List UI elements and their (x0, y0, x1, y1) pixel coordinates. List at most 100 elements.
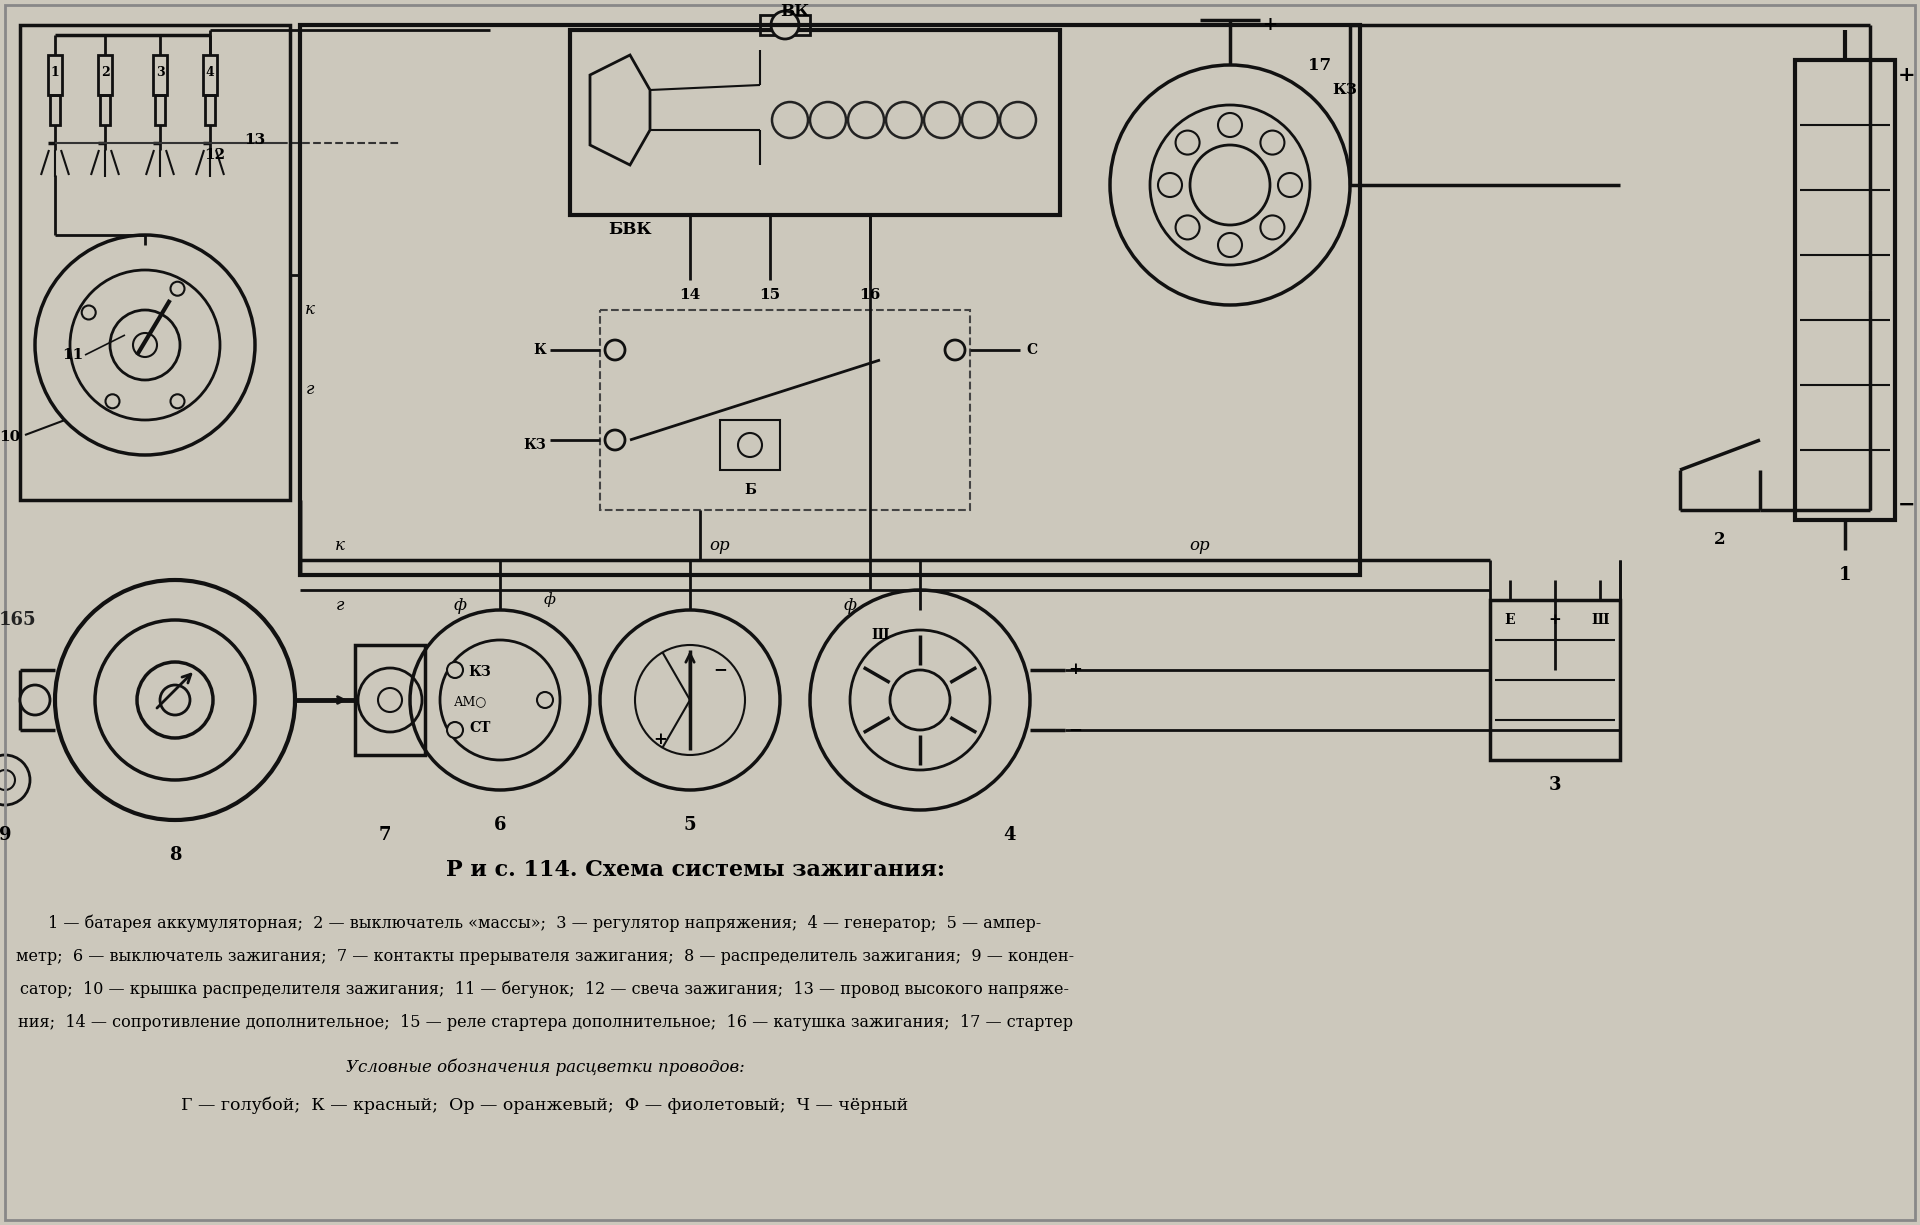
Bar (156, 96, 165, 125)
Text: 3: 3 (1549, 775, 1561, 794)
Text: ф: ф (543, 593, 557, 608)
Text: +: + (1549, 612, 1561, 627)
Text: к: к (336, 537, 346, 554)
Text: 5: 5 (684, 816, 697, 834)
Text: сатор;  10 — крышка распределителя зажигания;  11 — бегунок;  12 — свеча зажиган: сатор; 10 — крышка распределителя зажига… (21, 981, 1069, 998)
Text: КЗ: КЗ (1332, 83, 1357, 97)
Text: Б: Б (745, 483, 756, 497)
Text: ор: ор (710, 537, 730, 554)
Text: г: г (336, 597, 344, 614)
Bar (154, 55, 167, 96)
Text: С: С (1027, 343, 1037, 356)
Bar (205, 96, 215, 125)
Text: Г — голубой;  К — красный;  Ор — оранжевый;  Ф — фиолетовый;  Ч — чёрный: Г — голубой; К — красный; Ор — оранжевый… (180, 1096, 908, 1114)
Text: +: + (1899, 65, 1916, 85)
Bar (204, 55, 217, 96)
Text: −: − (712, 662, 728, 679)
Text: 165: 165 (0, 611, 36, 628)
Circle shape (132, 333, 157, 356)
Circle shape (1217, 233, 1242, 257)
Circle shape (447, 722, 463, 737)
Circle shape (1260, 216, 1284, 239)
Text: Р и с. 114. Схема системы зажигания:: Р и с. 114. Схема системы зажигания: (445, 859, 945, 881)
Text: −: − (1899, 495, 1916, 514)
Text: метр;  6 — выключатель зажигания;  7 — контакты прерывателя зажигания;  8 — расп: метр; 6 — выключатель зажигания; 7 — кон… (15, 948, 1073, 965)
Text: ВК: ВК (780, 4, 808, 21)
Bar (1490, 600, 1620, 760)
Circle shape (605, 430, 626, 450)
Text: 9: 9 (0, 826, 12, 844)
Text: 3: 3 (156, 66, 165, 80)
Bar (19, 24, 290, 500)
Circle shape (772, 11, 799, 39)
Bar (48, 55, 61, 96)
Circle shape (1279, 173, 1302, 197)
Circle shape (378, 688, 401, 712)
Text: КЗ: КЗ (468, 665, 492, 679)
Text: 11: 11 (61, 348, 84, 363)
Circle shape (1175, 216, 1200, 239)
Text: 1: 1 (50, 66, 60, 80)
Text: 8: 8 (169, 846, 180, 864)
Bar (570, 29, 1060, 216)
Circle shape (538, 692, 553, 708)
Bar (50, 96, 60, 125)
Text: ф: ф (843, 597, 856, 614)
Text: ф: ф (453, 597, 467, 614)
Text: −: − (1068, 722, 1083, 739)
Text: +: + (1068, 662, 1083, 679)
Circle shape (891, 670, 950, 730)
Circle shape (357, 668, 422, 733)
Bar (1795, 60, 1895, 519)
Text: 1 — батарея аккумуляторная;  2 — выключатель «массы»;  3 — регулятор напряжения;: 1 — батарея аккумуляторная; 2 — выключат… (48, 915, 1043, 932)
Text: г: г (305, 381, 315, 398)
Circle shape (1158, 173, 1183, 197)
Text: К: К (534, 343, 547, 356)
Text: ния;  14 — сопротивление дополнительное;  15 — реле стартера дополнительное;  16: ния; 14 — сопротивление дополнительное; … (17, 1014, 1073, 1031)
Circle shape (83, 305, 96, 320)
Text: СТ: СТ (468, 722, 492, 735)
Text: БВК: БВК (609, 222, 651, 239)
Text: 1: 1 (1839, 566, 1851, 584)
Text: 7: 7 (378, 826, 392, 844)
Text: Ш: Ш (872, 628, 889, 642)
Bar (100, 96, 109, 125)
Bar (760, 15, 810, 36)
Text: 15: 15 (760, 288, 781, 303)
Circle shape (0, 771, 15, 790)
Circle shape (159, 685, 190, 715)
Text: Е: Е (1505, 612, 1515, 627)
Text: 2: 2 (1715, 532, 1726, 549)
Circle shape (1260, 131, 1284, 154)
Bar (720, 420, 780, 470)
Text: 4: 4 (1004, 826, 1016, 844)
Circle shape (945, 341, 966, 360)
Circle shape (737, 432, 762, 457)
Text: Условные обозначения расцветки проводов:: Условные обозначения расцветки проводов: (346, 1058, 745, 1076)
Circle shape (171, 282, 184, 295)
Text: 4: 4 (205, 66, 215, 80)
Text: Ш: Ш (1592, 612, 1609, 627)
Bar (599, 310, 970, 510)
Circle shape (19, 685, 50, 715)
Bar (98, 55, 111, 96)
Text: ор: ор (1190, 537, 1210, 554)
Text: 2: 2 (100, 66, 109, 80)
Circle shape (447, 662, 463, 677)
Text: 16: 16 (860, 288, 881, 303)
Text: АМ○: АМ○ (453, 696, 486, 708)
Text: +: + (1263, 16, 1277, 34)
Text: КЗ: КЗ (524, 439, 547, 452)
Text: 13: 13 (244, 134, 265, 147)
Circle shape (106, 394, 119, 408)
Bar (355, 646, 424, 755)
Circle shape (1217, 113, 1242, 137)
Text: +: + (653, 731, 666, 748)
Text: 17: 17 (1308, 56, 1332, 74)
Circle shape (171, 394, 184, 408)
Text: 6: 6 (493, 816, 507, 834)
Text: 10: 10 (0, 430, 21, 443)
Circle shape (605, 341, 626, 360)
Circle shape (1175, 131, 1200, 154)
Bar (300, 24, 1359, 575)
